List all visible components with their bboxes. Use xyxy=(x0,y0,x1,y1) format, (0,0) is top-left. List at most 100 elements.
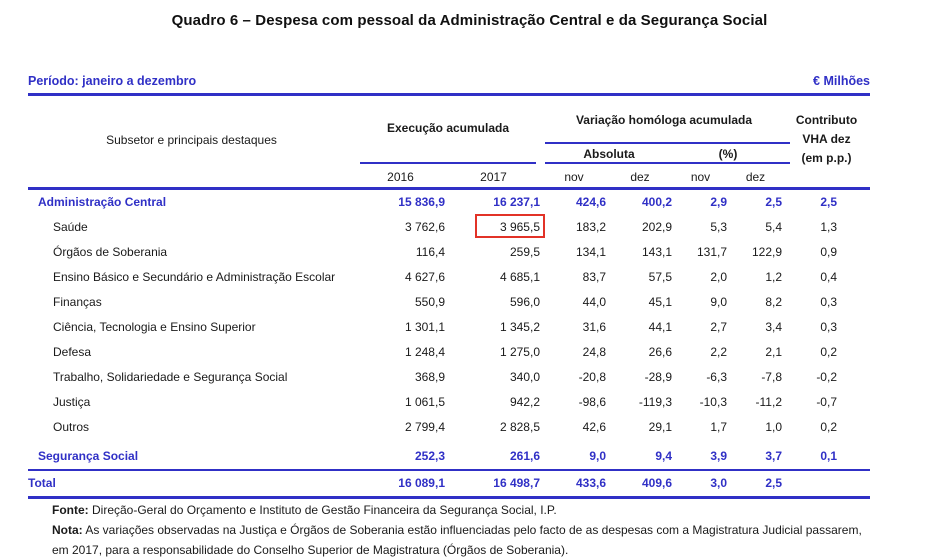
divider-line xyxy=(360,162,536,164)
highlighted-value: 3 965,5 xyxy=(499,220,540,234)
table-cell: 942,2 xyxy=(509,395,540,409)
fonte-label: Fonte: xyxy=(52,503,89,517)
table-cell: 3,7 xyxy=(765,449,782,463)
table-row: Ciência, Tecnologia e Ensino Superior 1 … xyxy=(28,315,870,340)
header-nov-pct: nov xyxy=(690,170,711,184)
table-row: Justiça 1 061,5 942,2 -98,6 -119,3 -10,3… xyxy=(28,390,870,415)
table-cell: 116,4 xyxy=(415,245,445,259)
table-cell: 2,0 xyxy=(710,270,727,284)
table-cell: 44,0 xyxy=(582,295,606,309)
table-cell: 2,5 xyxy=(820,195,837,209)
table-cell: 1 275,0 xyxy=(499,345,540,359)
table-row: Administração Central 15 836,9 16 237,1 … xyxy=(28,190,870,215)
table-cell: 0,3 xyxy=(820,295,837,309)
table-cell: 183,2 xyxy=(575,220,606,234)
table-cell: 424,6 xyxy=(575,195,606,209)
header-2017: 2017 xyxy=(480,170,507,184)
table-cell: 2,9 xyxy=(710,195,727,209)
table-cell-highlighted: 3 965,5 xyxy=(446,214,545,240)
header-subsetor: Subsetor e principais destaques xyxy=(106,133,277,147)
table-cell: 44,1 xyxy=(648,320,672,334)
table-cell: 45,1 xyxy=(648,295,672,309)
nota-line1: Nota: As variações observadas na Justiça… xyxy=(52,520,932,540)
header-contributo: Contributo VHA dez (em p.p.) xyxy=(783,111,870,168)
row-label: Trabalho, Solidariedade e Segurança Soci… xyxy=(53,370,288,384)
table-cell: 3,4 xyxy=(765,320,782,334)
header-nov-abs: nov xyxy=(564,170,584,184)
table-cell: 0,4 xyxy=(820,270,837,284)
page-title: Quadro 6 – Despesa com pessoal da Admini… xyxy=(171,12,768,29)
table-cell: 1 061,5 xyxy=(404,395,445,409)
table-row-total: Total 16 089,1 16 498,7 433,6 409,6 3,0 … xyxy=(28,471,870,499)
table-cell: 122,9 xyxy=(751,245,782,259)
table-cell: 550,9 xyxy=(414,295,445,309)
table-row: Trabalho, Solidariedade e Segurança Soci… xyxy=(28,365,870,390)
nota-line2: em 2017, para a responsabilidade do Cons… xyxy=(52,543,569,557)
table-cell: 5,3 xyxy=(710,220,727,234)
table-cell: 143,1 xyxy=(641,245,672,259)
table-cell: 57,5 xyxy=(648,270,672,284)
table-cell: 83,7 xyxy=(582,270,606,284)
table-cell: 2,2 xyxy=(710,345,727,359)
header-absoluta: Absoluta xyxy=(583,147,635,161)
row-label: Finanças xyxy=(53,295,102,309)
table-cell: 16 237,1 xyxy=(493,195,540,209)
divider-line xyxy=(545,162,790,164)
table-cell: 1 248,4 xyxy=(404,345,445,359)
table-cell: 3,9 xyxy=(710,449,727,463)
table-row: Outros 2 799,4 2 828,5 42,6 29,1 1,7 1,0… xyxy=(28,415,870,440)
unit-label: € Milhões xyxy=(813,74,870,88)
table-cell: -0,2 xyxy=(816,370,837,384)
row-label: Saúde xyxy=(53,220,88,234)
row-label: Justiça xyxy=(53,395,91,409)
row-label: Ciência, Tecnologia e Ensino Superior xyxy=(53,320,256,334)
table-cell: 2 799,4 xyxy=(404,420,445,434)
table-cell: 16 498,7 xyxy=(493,476,540,490)
table-cell: 131,7 xyxy=(696,245,727,259)
table-cell: 202,9 xyxy=(641,220,672,234)
table-cell: 15 836,9 xyxy=(398,195,445,209)
table-cell: 1,0 xyxy=(765,420,782,434)
table-cell: 5,4 xyxy=(765,220,782,234)
highlight-box xyxy=(475,214,545,238)
row-label: Segurança Social xyxy=(38,449,139,463)
table-cell: 4 627,6 xyxy=(404,270,445,284)
table-cell: 16 089,1 xyxy=(398,476,445,490)
table-cell: -7,8 xyxy=(761,370,782,384)
spacer xyxy=(28,170,355,184)
row-label: Total xyxy=(28,476,56,490)
row-label: Outros xyxy=(53,420,90,434)
table-cell: 400,2 xyxy=(641,195,672,209)
table-cell: 26,6 xyxy=(648,345,672,359)
table-row: Segurança Social 252,3 261,6 9,0 9,4 3,9… xyxy=(28,444,870,471)
table-cell: 0,9 xyxy=(820,245,837,259)
table-header: Subsetor e principais destaques Execução… xyxy=(28,100,870,190)
table-cell: 433,6 xyxy=(575,476,606,490)
row-label: Defesa xyxy=(53,345,92,359)
table-cell: 368,9 xyxy=(414,370,445,384)
table-cell: 0,2 xyxy=(820,420,837,434)
table-cell: -11,2 xyxy=(755,395,782,409)
table-cell: 252,3 xyxy=(414,449,445,463)
table-cell: -98,6 xyxy=(578,395,606,409)
fonte-line: Fonte: Direção-Geral do Orçamento e Inst… xyxy=(52,500,932,520)
table-cell: -0,7 xyxy=(816,395,837,409)
table-cell: -10,3 xyxy=(699,395,727,409)
row-label: Ensino Básico e Secundário e Administraç… xyxy=(53,270,336,284)
nota-label: Nota: xyxy=(52,523,83,537)
header-months-row: 2016 2017 nov dez nov dez xyxy=(28,170,870,184)
table-row: Saúde 3 762,6 3 965,5 183,2 202,9 5,3 5,… xyxy=(28,214,870,240)
header-execucao: Execução acumulada xyxy=(386,121,510,135)
period-label: Período: janeiro a dezembro xyxy=(28,74,197,88)
table-cell: 24,8 xyxy=(582,345,606,359)
table-footnotes: Fonte: Direção-Geral do Orçamento e Inst… xyxy=(52,500,932,559)
header-contributo-line2: VHA dez xyxy=(802,132,851,146)
header-dez-pct: dez xyxy=(745,170,766,184)
header-percent: (%) xyxy=(718,147,738,161)
spacer xyxy=(783,170,870,184)
table-cell: 3 762,6 xyxy=(404,220,445,234)
table-cell: 134,1 xyxy=(575,245,606,259)
table-cell: 1,2 xyxy=(765,270,782,284)
table-cell: -28,9 xyxy=(644,370,672,384)
